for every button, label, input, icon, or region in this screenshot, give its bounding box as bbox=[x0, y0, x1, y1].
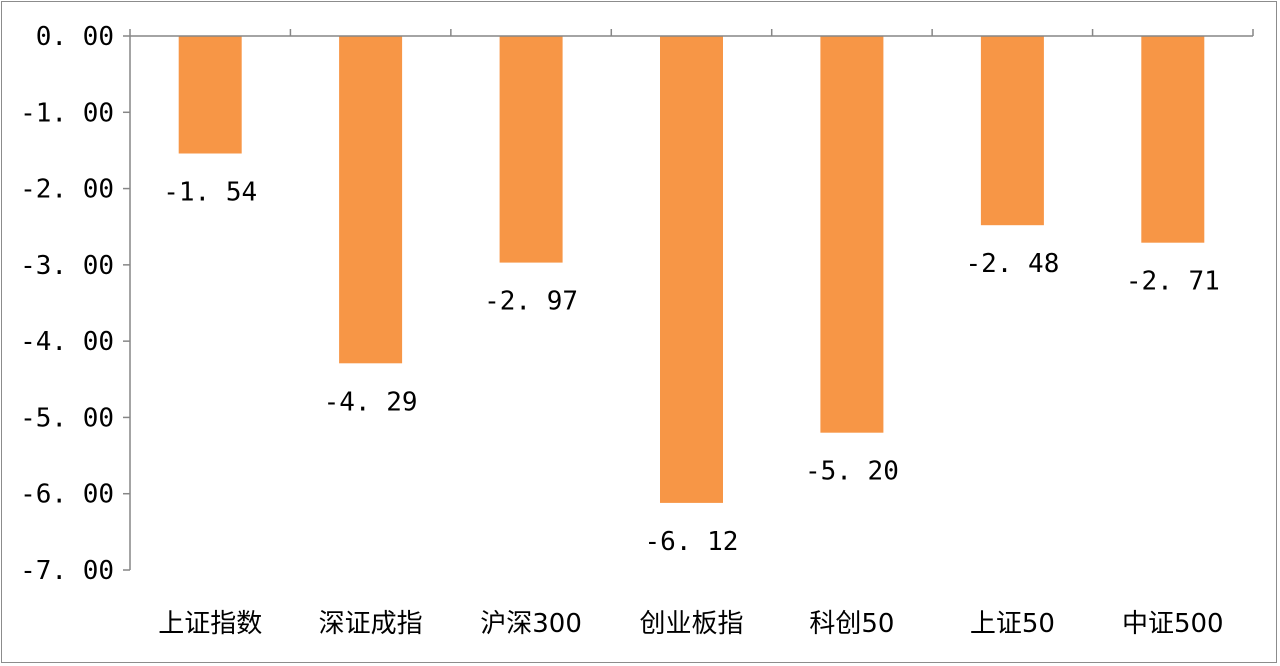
bar-3 bbox=[660, 36, 723, 503]
category-label-5: 上证50 bbox=[970, 609, 1055, 639]
category-label-2: 沪深300 bbox=[480, 609, 582, 639]
y-tick-label-1: -1. 00 bbox=[20, 98, 114, 128]
y-tick-label-7: -7. 00 bbox=[20, 556, 114, 586]
bar-6 bbox=[1141, 36, 1205, 243]
data-label-6: -2. 71 bbox=[1126, 267, 1220, 297]
category-label-4: 科创50 bbox=[809, 609, 894, 639]
bar-1 bbox=[339, 36, 403, 364]
bar-0 bbox=[178, 36, 242, 154]
y-tick-label-6: -6. 00 bbox=[20, 480, 114, 510]
y-tick-label-0: 0. 00 bbox=[36, 22, 114, 52]
category-label-0: 上证指数 bbox=[158, 609, 262, 639]
category-label-6: 中证500 bbox=[1122, 609, 1224, 639]
category-label-3: 创业板指 bbox=[639, 609, 743, 639]
y-tick-label-2: -2. 00 bbox=[20, 175, 114, 205]
bar-5 bbox=[980, 36, 1044, 226]
data-label-2: -2. 97 bbox=[484, 287, 578, 317]
category-label-1: 深证成指 bbox=[319, 609, 423, 639]
y-tick-label-5: -5. 00 bbox=[20, 403, 114, 433]
bar-4 bbox=[820, 36, 884, 433]
data-label-3: -6. 12 bbox=[645, 527, 739, 557]
data-label-4: -5. 20 bbox=[805, 457, 899, 487]
data-label-0: -1. 54 bbox=[163, 178, 257, 208]
data-label-5: -2. 48 bbox=[965, 249, 1059, 279]
bar-2 bbox=[499, 36, 563, 263]
y-tick-label-3: -3. 00 bbox=[20, 251, 114, 281]
data-label-1: -4. 29 bbox=[324, 387, 418, 417]
y-tick-label-4: -4. 00 bbox=[20, 327, 114, 357]
